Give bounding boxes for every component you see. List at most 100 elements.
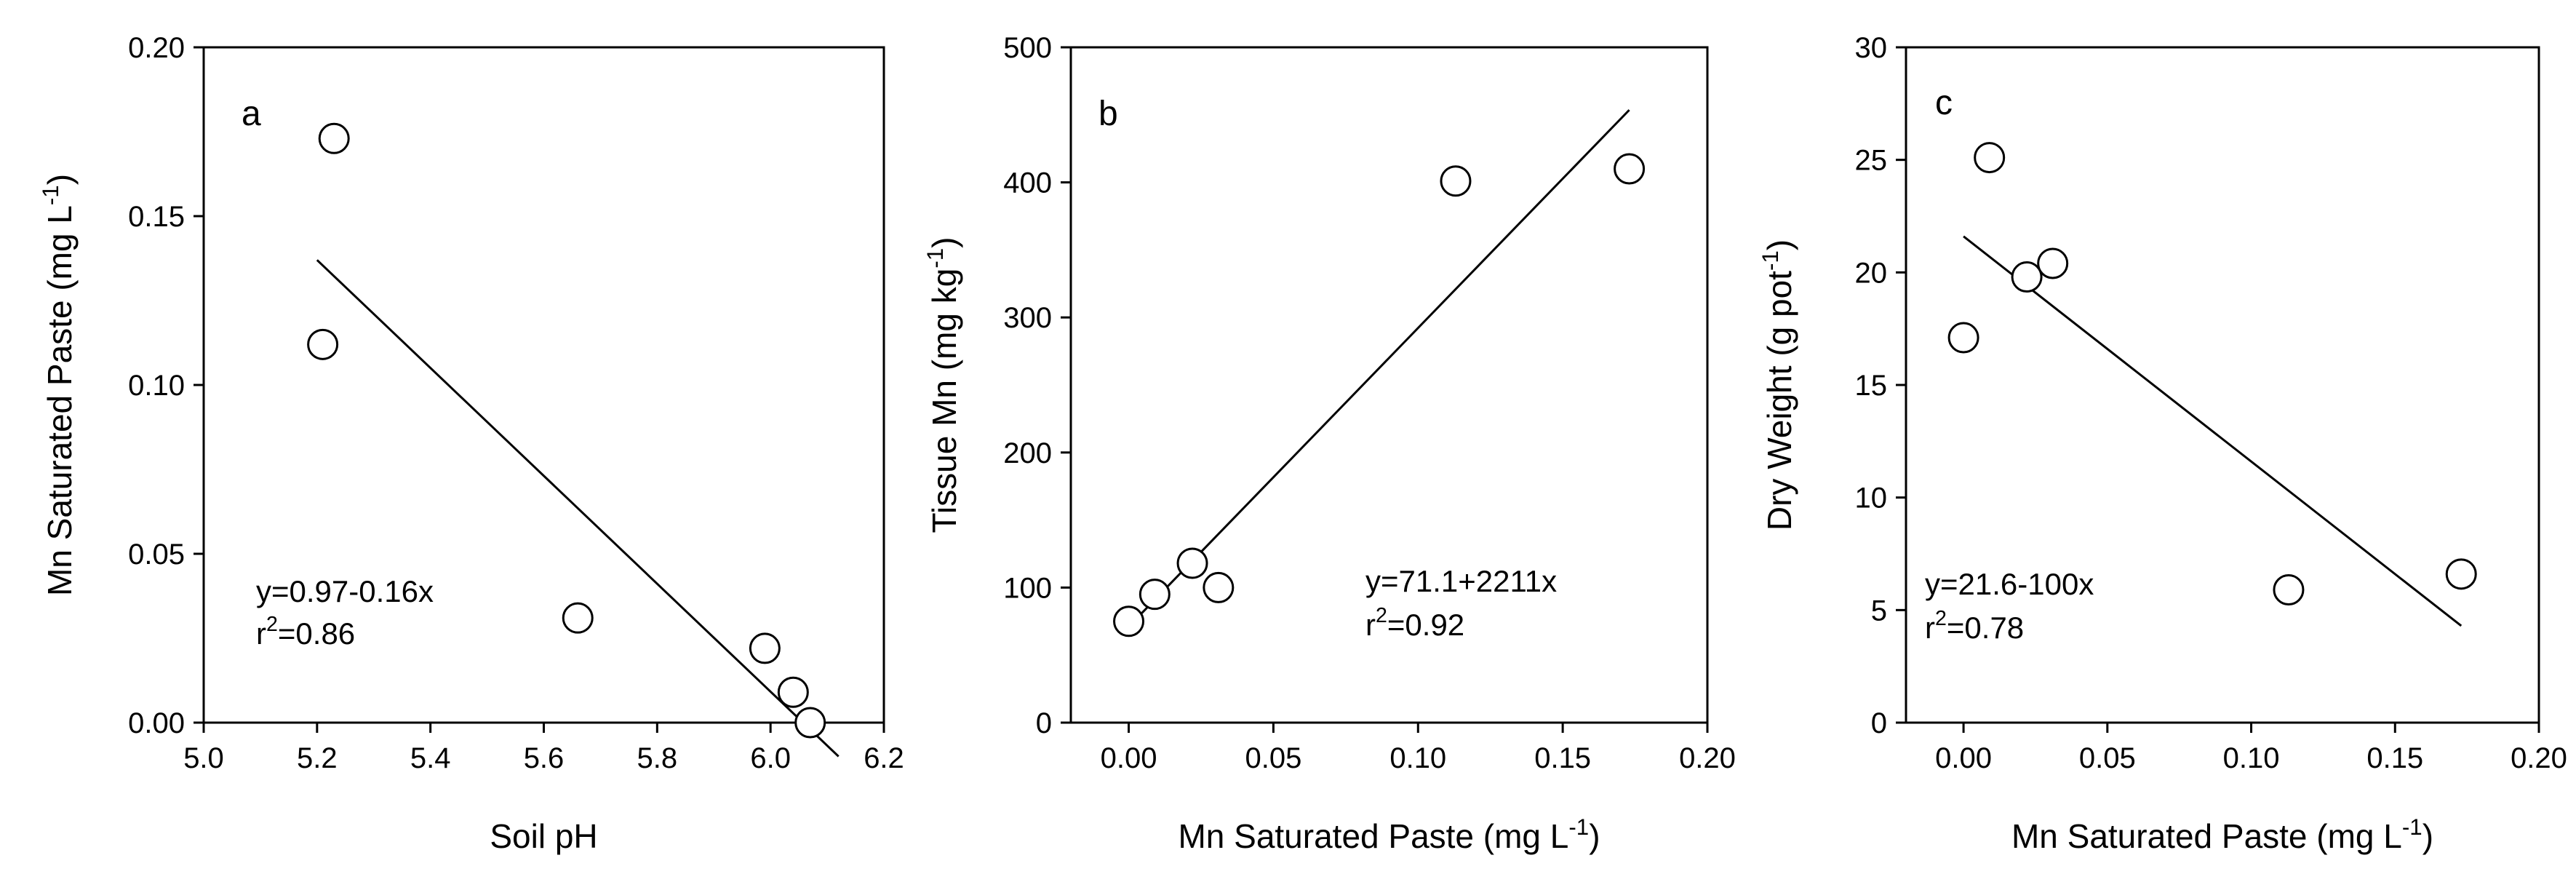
- r-squared-base: r: [1365, 608, 1376, 642]
- r-squared-sup: 2: [1935, 607, 1947, 630]
- panel-a: 5.0 5.2 5.4 5.6 5.8 6.0 6.2 0.00 0.05 0.10 0.15 0.2…: [38, 32, 904, 855]
- data-point: [2445, 558, 2477, 590]
- x-tick-label: 6.0: [750, 742, 791, 774]
- data-point: [307, 328, 339, 360]
- regression-equation: y=71.1+2211x: [1365, 564, 1557, 598]
- regression-line: [316, 259, 840, 758]
- y-axis-title: Dry Weight (g pot-1): [1758, 239, 1798, 531]
- y-axis-title-main: Dry Weight (g pot: [1760, 271, 1798, 531]
- y-tick-label: 25: [1855, 145, 1888, 177]
- x-tick-label: 0.10: [2223, 742, 2280, 774]
- x-tick-label: 5.6: [524, 742, 565, 774]
- r-squared-base: r: [1925, 611, 1935, 645]
- y-tick-label: 0.00: [128, 707, 185, 739]
- x-tick-label: 5.4: [410, 742, 451, 774]
- panel-b: 0.00 0.05 0.10 0.15 0.20 0 100 200 300 400 500 Mn S…: [922, 32, 1736, 855]
- x-axis-title-main: Mn Saturated Paste (mg L: [1178, 817, 1568, 855]
- y-axis-title-tail: ): [925, 237, 963, 248]
- y-tick-label: 300: [1003, 302, 1052, 334]
- data-point: [1139, 579, 1171, 611]
- data-point: [1203, 571, 1235, 603]
- panel-letter: c: [1935, 84, 1953, 122]
- y-axis-title-sup: -1: [922, 248, 948, 269]
- y-axis-title-main: Mn Saturated Paste (mg L: [41, 205, 79, 596]
- x-tick-label: 0.15: [1534, 742, 1591, 774]
- y-tick-label: 0.05: [128, 539, 185, 571]
- x-tick-label: 5.0: [183, 742, 224, 774]
- panel-letter: b: [1098, 95, 1118, 133]
- x-tick-label: 0.05: [1245, 742, 1301, 774]
- x-axis-title-sup: -1: [2402, 814, 2423, 840]
- data-point: [777, 676, 809, 708]
- x-tick-label: 0.20: [1679, 742, 1736, 774]
- data-point: [1974, 142, 2006, 174]
- y-tick-label: 0.20: [128, 32, 185, 64]
- panel-letter: a: [242, 95, 261, 133]
- data-point: [2273, 573, 2305, 605]
- x-tick-label: 0.05: [2079, 742, 2136, 774]
- data-point: [2037, 247, 2069, 279]
- data-point: [1947, 322, 1979, 354]
- y-axis-title-sup: -1: [38, 185, 63, 205]
- data-point: [2011, 261, 2043, 293]
- regression-line: [1963, 235, 2463, 627]
- x-tick-label: 6.2: [864, 742, 904, 774]
- r-squared-value: =0.86: [278, 616, 355, 651]
- x-tick-label: 5.2: [297, 742, 338, 774]
- r-squared-base: r: [256, 616, 266, 651]
- data-point: [1614, 153, 1646, 185]
- r-squared-sup: 2: [1376, 604, 1387, 627]
- y-axis-title-tail: ): [41, 174, 79, 185]
- data-point: [562, 602, 594, 634]
- x-axis-title: Mn Saturated Paste (mg L-1): [2011, 814, 2433, 855]
- y-axis-title-tail: ): [1760, 239, 1798, 250]
- y-axis-title-main: Tissue Mn (mg kg: [925, 269, 963, 533]
- r-squared: r2=0.78: [1925, 607, 2024, 645]
- y-tick-label: 0.10: [128, 370, 185, 402]
- y-tick-label: 5: [1871, 595, 1887, 627]
- y-tick-label: 10: [1855, 482, 1888, 515]
- x-tick-label: 0.00: [1101, 742, 1157, 774]
- y-tick-label: 30: [1855, 32, 1888, 64]
- x-tick-label: 0.10: [1389, 742, 1446, 774]
- data-point: [1440, 165, 1472, 197]
- x-tick-label: 0.00: [1935, 742, 1992, 774]
- r-squared-sup: 2: [266, 613, 278, 636]
- y-tick-label: 0: [1036, 707, 1052, 739]
- x-tick-label: 5.8: [637, 742, 678, 774]
- r-squared: r2=0.86: [256, 613, 355, 651]
- y-tick-label: 15: [1855, 370, 1888, 402]
- x-axis-title: Soil pH: [490, 817, 597, 855]
- regression-equation: y=0.97-0.16x: [256, 574, 434, 608]
- y-tick-label: 100: [1003, 572, 1052, 604]
- y-tick-label: 500: [1003, 32, 1052, 64]
- y-axis-title: Mn Saturated Paste (mg L-1): [38, 174, 79, 596]
- y-tick-label: 20: [1855, 257, 1888, 289]
- x-tick-label: 0.15: [2366, 742, 2423, 774]
- data-point: [318, 122, 350, 154]
- y-tick-label: 400: [1003, 167, 1052, 199]
- panel-c: 0.00 0.05 0.10 0.15 0.20 0 5 10 15 20 25 30 Mn Satur…: [1758, 32, 2567, 855]
- r-squared-value: =0.78: [1947, 611, 2024, 645]
- plot-frame: [1069, 46, 1709, 724]
- x-axis-title: Mn Saturated Paste (mg L-1): [1178, 814, 1600, 855]
- x-axis-title-tail: ): [1589, 817, 1600, 855]
- data-point: [1176, 547, 1208, 579]
- data-point: [1113, 605, 1145, 637]
- r-squared: r2=0.92: [1365, 604, 1464, 642]
- y-axis-title-sup: -1: [1758, 250, 1783, 271]
- regression-line: [1128, 109, 1630, 628]
- x-axis-title-tail: ): [2423, 817, 2433, 855]
- r-squared-value: =0.92: [1387, 608, 1464, 642]
- x-axis-title-sup: -1: [1568, 814, 1589, 840]
- x-axis-title-main: Mn Saturated Paste (mg L: [2011, 817, 2402, 855]
- y-tick-label: 0: [1871, 707, 1887, 739]
- y-tick-label: 200: [1003, 437, 1052, 469]
- x-tick-label: 0.20: [2511, 742, 2567, 774]
- y-tick-label: 0.15: [128, 201, 185, 233]
- regression-equation: y=21.6-100x: [1925, 567, 2094, 601]
- data-point: [794, 707, 826, 739]
- y-axis-title: Tissue Mn (mg kg-1): [922, 237, 963, 533]
- data-point: [749, 632, 781, 664]
